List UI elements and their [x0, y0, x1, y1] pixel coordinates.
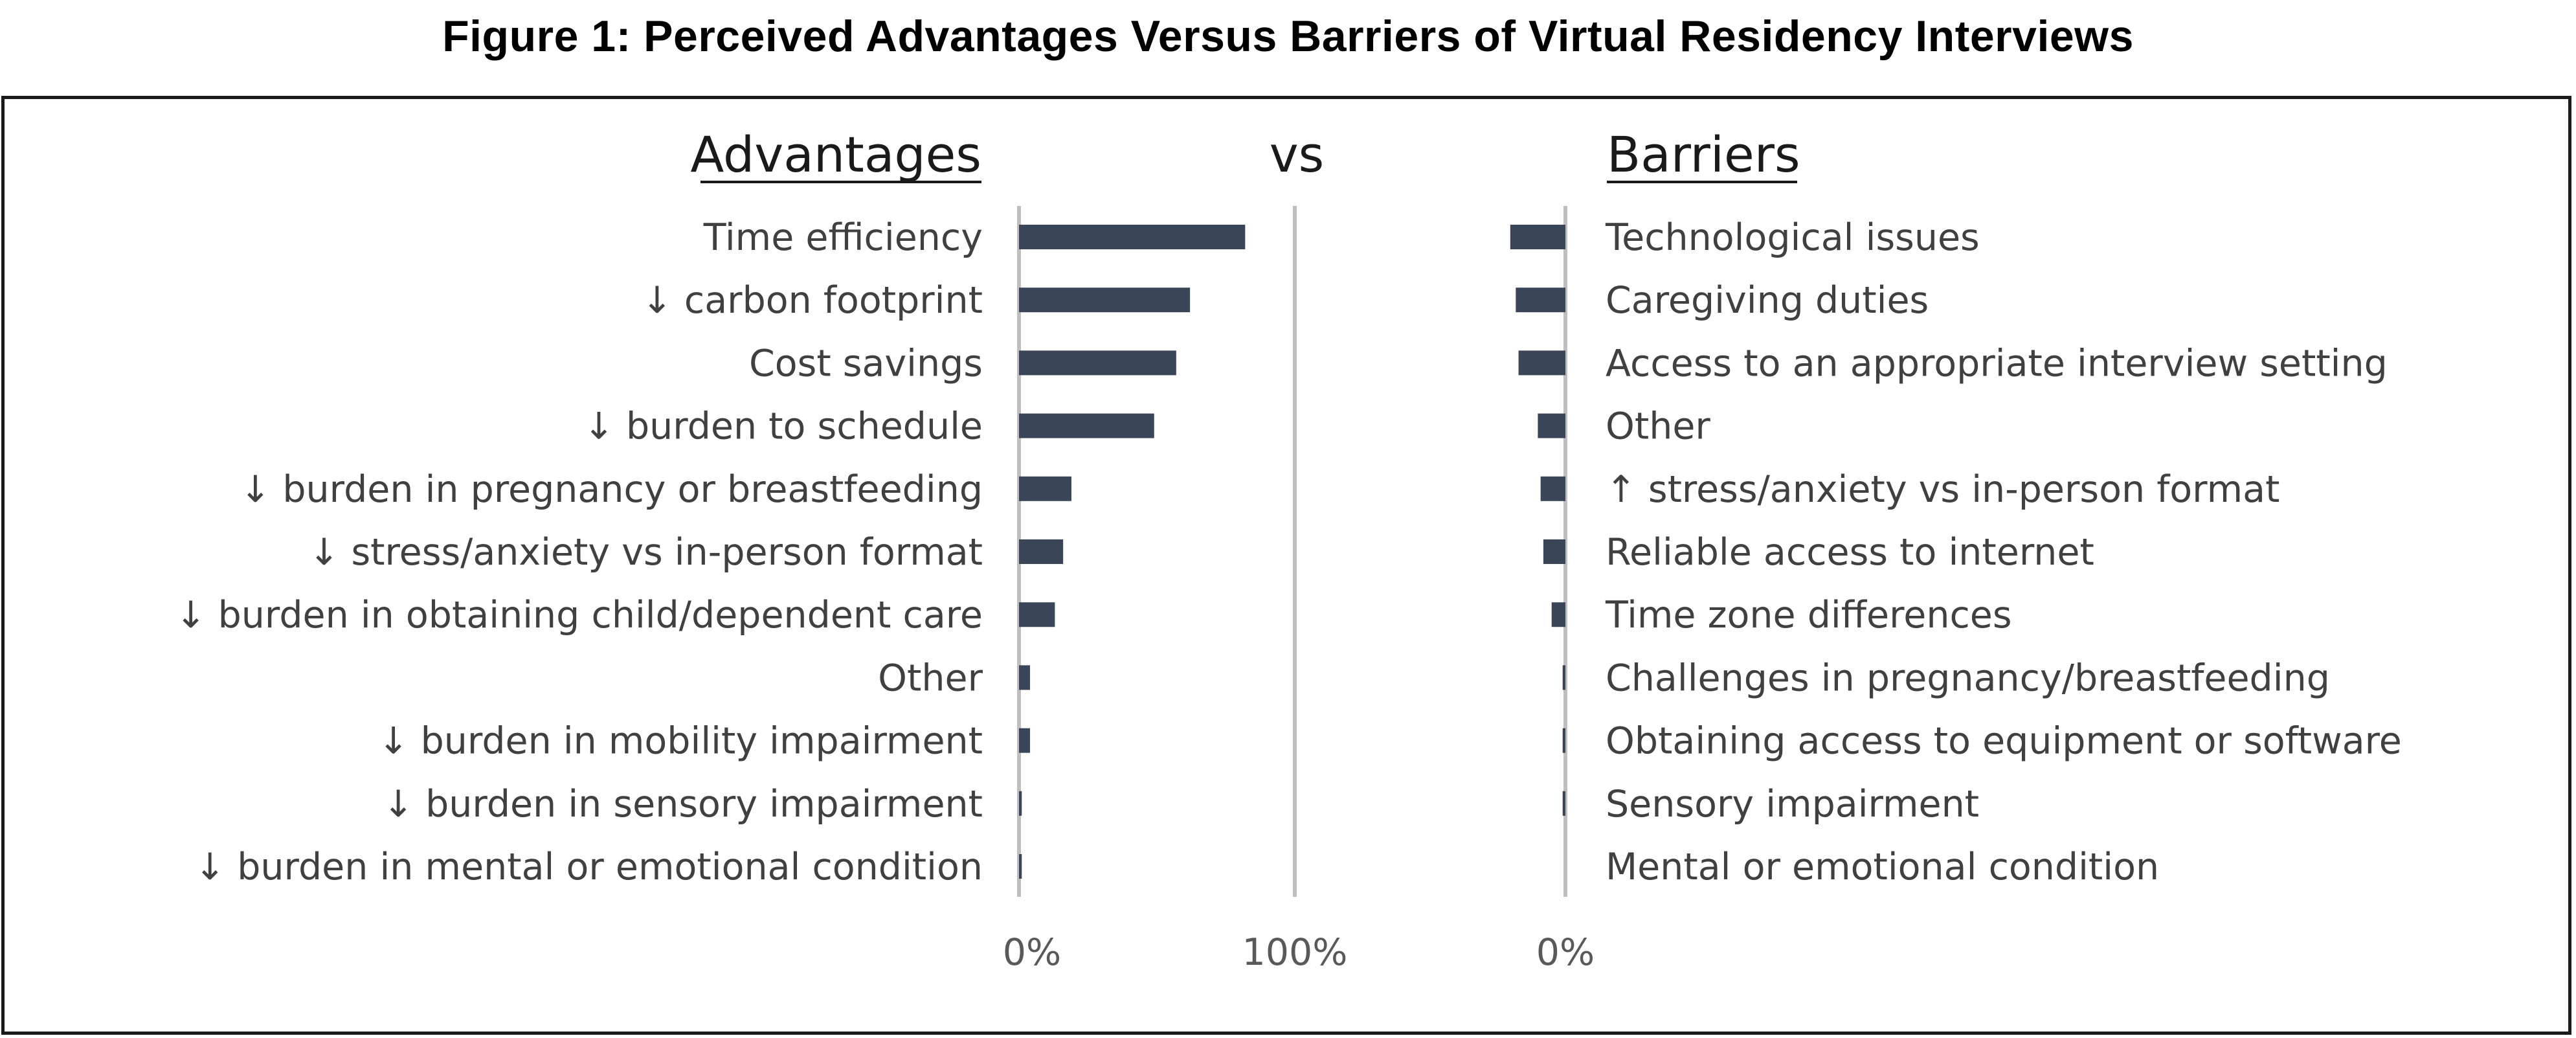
barrier-category-label: Sensory impairment — [1606, 783, 1979, 826]
barrier-bar — [1543, 539, 1565, 564]
barrier-category-label: Access to an appropriate interview setti… — [1606, 342, 2388, 385]
barrier-category-label: Reliable access to internet — [1606, 531, 2094, 574]
vs-label: vs — [1270, 126, 1325, 183]
barrier-bar — [1562, 728, 1565, 753]
advantage-category-label: Cost savings — [749, 342, 983, 385]
barriers-heading: Barriers — [1607, 126, 1800, 183]
barrier-category-label: Time zone differences — [1605, 594, 2012, 637]
advantage-category-label: ↓ burden in pregnancy or breastfeeding — [240, 468, 983, 511]
advantage-bar — [1019, 225, 1246, 249]
barrier-bar — [1562, 791, 1565, 816]
barrier-category-label: Obtaining access to equipment or softwar… — [1606, 720, 2402, 763]
advantage-bar — [1019, 288, 1191, 313]
advantage-bar — [1019, 602, 1055, 627]
chart-frame — [1, 96, 2571, 1035]
barrier-bar — [1538, 413, 1565, 438]
advantage-category-label: ↓ stress/anxiety vs in-person format — [309, 531, 983, 574]
advantage-bar — [1019, 350, 1176, 376]
figure-title: Figure 1: Perceived Advantages Versus Ba… — [442, 12, 2134, 61]
advantage-category-label: ↓ burden in obtaining child/dependent ca… — [175, 594, 983, 637]
advantages-heading: Advantages — [690, 126, 981, 183]
advantage-category-label: Time efficiency — [703, 216, 983, 259]
advantage-category-label: ↓ burden in sensory impairment — [383, 783, 983, 826]
barrier-category-label: Technological issues — [1605, 216, 1980, 259]
barrier-bar — [1518, 350, 1565, 376]
barrier-bar — [1510, 225, 1565, 249]
barrier-bar — [1562, 665, 1565, 690]
advantage-category-label: ↓ burden in mobility impairment — [378, 720, 983, 763]
barrier-category-label: Other — [1606, 405, 1710, 448]
barrier-bar — [1540, 476, 1565, 501]
barrier-category-label: Mental or emotional condition — [1606, 846, 2159, 888]
advantage-bar — [1019, 539, 1064, 564]
advantage-category-label: ↓ burden in mental or emotional conditio… — [194, 846, 983, 888]
advantage-bar — [1019, 854, 1022, 879]
barrier-category-label: Challenges in pregnancy/breastfeeding — [1606, 657, 2330, 699]
barrier-category-label: Caregiving duties — [1606, 279, 1929, 322]
advantage-bar — [1019, 413, 1154, 438]
barrier-bar — [1551, 602, 1565, 627]
advantage-bar — [1019, 728, 1031, 753]
left-axis-tick-label: 100% — [1242, 931, 1348, 974]
barrier-bar — [1516, 288, 1565, 313]
right-axis-tick-label: 0% — [1536, 931, 1595, 974]
left-axis-tick-label: 0% — [1003, 931, 1061, 974]
advantage-bar — [1019, 476, 1071, 501]
advantage-category-label: ↓ burden to schedule — [583, 405, 983, 448]
advantage-category-label: ↓ carbon footprint — [642, 279, 983, 322]
advantage-bar — [1019, 665, 1031, 690]
advantage-category-label: Other — [878, 657, 983, 699]
advantage-bar — [1019, 791, 1022, 816]
barrier-category-label: ↑ stress/anxiety vs in-person format — [1606, 468, 2279, 511]
